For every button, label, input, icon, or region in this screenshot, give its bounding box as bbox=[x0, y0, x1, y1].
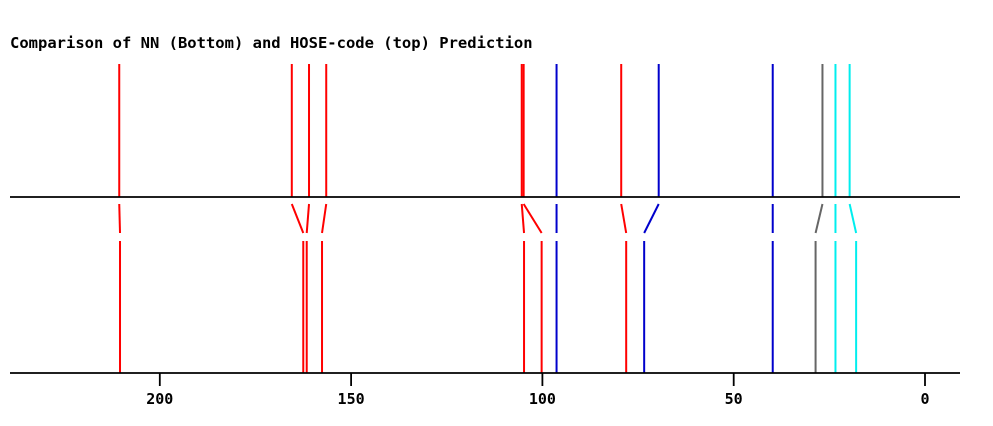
peak-connector-2 bbox=[305, 203, 311, 234]
x-tick-label-1: 150 bbox=[338, 390, 365, 408]
peak-lines bbox=[118, 64, 858, 373]
x-tick-label-0: 200 bbox=[146, 390, 173, 408]
x-tick-label-3: 50 bbox=[725, 390, 743, 408]
peak-connector-0 bbox=[118, 203, 122, 234]
peak-connector-7 bbox=[620, 203, 628, 234]
peak-connector-10 bbox=[814, 203, 824, 234]
peak-connector-5 bbox=[522, 203, 543, 234]
peak-connector-12 bbox=[848, 203, 858, 234]
x-tick-label-2: 100 bbox=[529, 390, 556, 408]
peak-connector-3 bbox=[321, 203, 328, 234]
chart-title: Comparison of NN (Bottom) and HOSE-code … bbox=[10, 34, 533, 52]
x-tick-label-4: 0 bbox=[920, 390, 929, 408]
peak-connector-4 bbox=[520, 203, 526, 234]
peak-connector-8 bbox=[643, 203, 660, 234]
x-axis-ticks: 200 150 100 50 0 bbox=[146, 373, 930, 408]
peak-connector-1 bbox=[290, 203, 305, 234]
